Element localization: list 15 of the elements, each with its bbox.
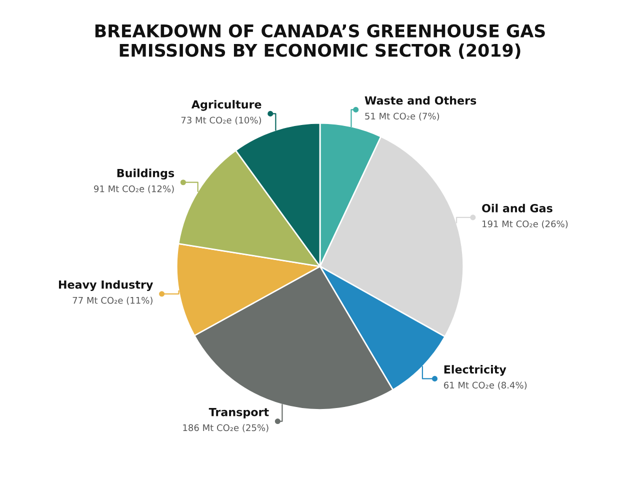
slice-label: Buildings — [117, 168, 174, 180]
data-label: 77 Mt CO₂e (11%) — [72, 296, 152, 305]
slice-label: Electricity — [444, 365, 506, 376]
slice-label: Transport — [208, 408, 269, 418]
slice-label: Waste and Others — [364, 96, 476, 105]
data-label: 73 Mt CO₂e (10%) — [181, 116, 262, 125]
data-label: 61 Mt CO₂e (8.4%) — [444, 382, 527, 390]
chart-title: BREAKDOWN OF CANADA’S GREENHOUSE GAS EMISSIONS BY ECONOMIC SECTOR (2019) — [95, 24, 545, 59]
data-label: 191 Mt CO₂e (26%) — [482, 220, 568, 228]
data-label: 51 Mt CO₂e (7%) — [365, 112, 440, 121]
slice-label: Heavy Industry — [58, 280, 154, 292]
slice-label: Oil and Gas — [482, 204, 552, 212]
data-label: 91 Mt CO₂e (12%) — [94, 185, 174, 194]
data-label: 186 Mt CO₂e (25%) — [183, 424, 268, 432]
slice-label: Agriculture — [191, 100, 262, 111]
